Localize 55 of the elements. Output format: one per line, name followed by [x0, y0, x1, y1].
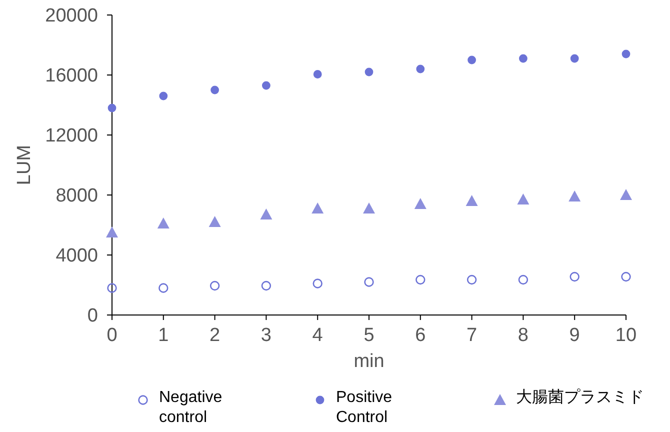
point	[208, 216, 221, 227]
x-tick-label: 9	[569, 325, 580, 346]
x-tick-label: 5	[364, 325, 374, 346]
x-tick-label: 10	[615, 325, 637, 346]
point	[414, 198, 426, 209]
x-tick-label: 8	[518, 325, 528, 346]
point	[312, 202, 324, 214]
y-tick-label: 4000	[56, 246, 98, 267]
point	[313, 70, 322, 78]
point	[107, 283, 117, 293]
point	[260, 208, 272, 220]
x-tick-label: 1	[158, 325, 169, 346]
point	[416, 274, 426, 285]
y-axis-title: LUM	[14, 144, 35, 186]
y-tick-label: 0	[87, 306, 98, 327]
point	[570, 272, 580, 282]
point	[468, 56, 476, 64]
point	[621, 272, 631, 282]
point	[312, 278, 322, 288]
point	[158, 283, 168, 293]
point	[159, 92, 168, 100]
point	[106, 226, 118, 238]
legend-label: Negative control	[159, 389, 222, 426]
x-tick-label: 2	[210, 325, 220, 346]
point	[519, 54, 528, 63]
x-tick-label: 3	[260, 325, 272, 346]
point	[364, 277, 374, 287]
point	[364, 68, 374, 76]
point	[108, 104, 116, 112]
point	[568, 190, 581, 202]
point	[517, 194, 530, 204]
legend-label: Positive Control	[336, 389, 392, 426]
y-tick-label: 8000	[56, 186, 98, 207]
point	[622, 50, 630, 58]
legend-label: 大腸菌プラスミド	[516, 388, 644, 406]
point	[466, 274, 477, 285]
point	[210, 86, 219, 94]
point	[262, 81, 270, 90]
x-tick-label: 7	[466, 325, 478, 346]
y-tick-label: 16000	[45, 66, 98, 87]
point	[570, 54, 579, 63]
x-tick-label: 4	[312, 325, 324, 346]
x-tick-label: 0	[106, 325, 118, 346]
point	[363, 202, 375, 214]
x-axis-title: min	[354, 351, 384, 372]
point	[261, 280, 272, 291]
y-tick-label: 20000	[45, 6, 98, 27]
point	[210, 280, 220, 291]
point	[466, 195, 478, 206]
point	[518, 274, 528, 285]
point	[620, 189, 632, 200]
y-tick-label: 12000	[45, 126, 98, 147]
point	[416, 64, 425, 74]
x-tick-label: 6	[415, 325, 426, 346]
point	[157, 218, 170, 228]
